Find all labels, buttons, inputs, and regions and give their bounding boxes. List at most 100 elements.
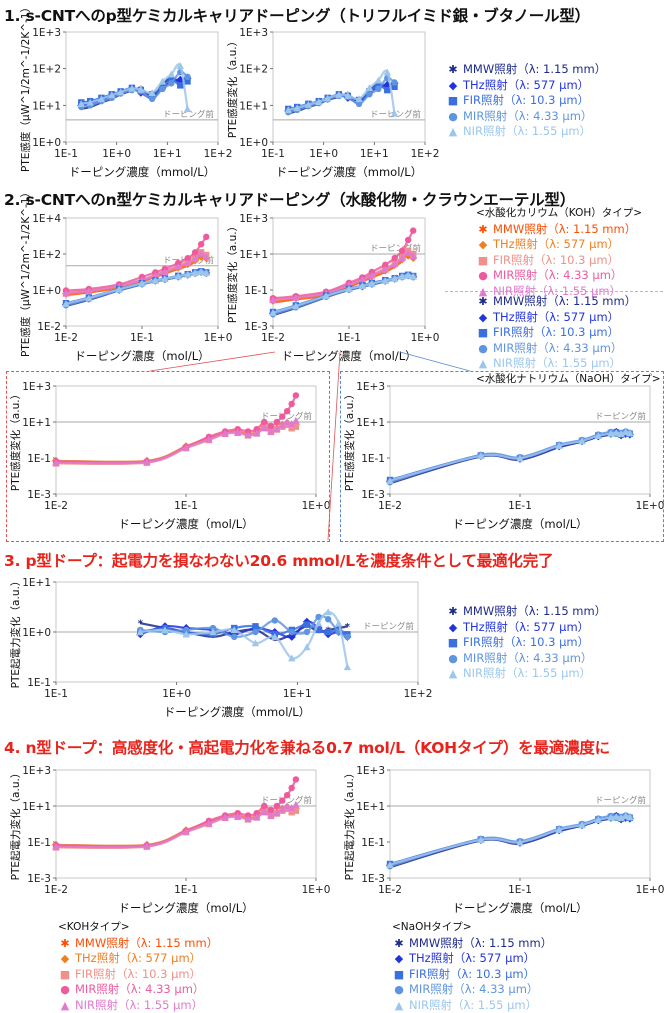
legend-item-thz: ◆THz照射（λ: 577 μm） bbox=[446, 78, 606, 94]
diamond-marker-icon: ◆ bbox=[446, 78, 460, 94]
square-marker-icon: ■ bbox=[446, 635, 460, 651]
data-point bbox=[274, 803, 280, 809]
legend-naoh: ✱MMW照射（λ: 1.15 mm） ◆THz照射（λ: 577 μm） ■FI… bbox=[476, 294, 661, 387]
diamond-marker-icon: ◆ bbox=[58, 951, 72, 967]
circle-marker-icon: ● bbox=[446, 651, 460, 667]
x-tick-label: 1E-2 bbox=[378, 884, 402, 896]
y-tick-label: 1E+3 bbox=[32, 27, 61, 39]
y-tick-label: 1E+1 bbox=[239, 100, 268, 112]
x-tick-label: 1E+0 bbox=[302, 884, 331, 896]
y-tick-label: 1E+3 bbox=[239, 213, 268, 225]
circle-marker-icon: ● bbox=[476, 341, 490, 357]
data-point bbox=[284, 792, 290, 798]
legend-item-mmw: ✱MMW照射（λ: 1.15 mm） bbox=[446, 62, 606, 78]
data-point bbox=[159, 86, 165, 92]
legend-item-mir: ●MIR照射（λ: 4.33 μm） bbox=[446, 109, 606, 125]
y-tick-label: 1E+0 bbox=[32, 285, 61, 297]
x-axis-label: ドーピング濃度（mmol/L） bbox=[276, 165, 422, 179]
data-point bbox=[405, 237, 411, 243]
legend-label: MIR照射（λ: 4.33 μm） bbox=[409, 982, 538, 998]
data-point bbox=[325, 616, 331, 622]
baseline-label: ドーピング前 bbox=[595, 795, 647, 806]
y-axis-label: PTE起電力変化（a.u.） bbox=[9, 768, 22, 881]
legend-label: FIR照射（λ: 10.3 μm） bbox=[409, 967, 535, 983]
data-point bbox=[344, 634, 350, 640]
x-axis-label: ドーピング濃度（mol/L） bbox=[281, 349, 416, 363]
legend-label: MIR照射（λ: 4.33 μm） bbox=[493, 341, 622, 357]
legend-label: MIR照射（λ: 4.33 μm） bbox=[463, 651, 592, 667]
data-point bbox=[168, 80, 174, 86]
square-marker-icon: ■ bbox=[58, 967, 72, 983]
triangle-marker-icon: ▲ bbox=[476, 356, 490, 372]
legend-item-thz: ◆THz照射（λ: 577 μm） bbox=[392, 951, 552, 967]
diamond-marker-icon: ◆ bbox=[476, 237, 490, 253]
legend-item-mir: ●MIR照射（λ: 4.33 μm） bbox=[58, 982, 218, 998]
legend-item-thz: ◆THz照射（λ: 577 μm） bbox=[446, 620, 606, 636]
y-axis-label: PTE感度変化（a.u.） bbox=[226, 36, 239, 138]
data-point bbox=[304, 621, 310, 627]
asterisk-marker-icon: ✱ bbox=[476, 294, 490, 310]
heading-section-4: 4. n型ドープ：高感度化・高起電力化を兼ねる0.7 mol/L（KOHタイプ）… bbox=[4, 736, 610, 758]
y-tick-label: 1E+1 bbox=[239, 249, 268, 261]
legend-item-fir: ■FIR照射（λ: 10.3 μm） bbox=[58, 967, 218, 983]
legend-item-mir: ●MIR照射（λ: 4.33 μm） bbox=[476, 268, 642, 284]
circle-marker-icon: ● bbox=[58, 982, 72, 998]
circle-marker-icon: ● bbox=[392, 982, 406, 998]
legend-title-naoh: <NaOHタイプ> bbox=[392, 920, 552, 936]
square-marker-icon: ■ bbox=[476, 253, 490, 269]
legend-label: MMW照射（λ: 1.15 mm） bbox=[493, 222, 636, 238]
data-point bbox=[149, 96, 155, 102]
x-tick-label: 1E+1 bbox=[283, 688, 312, 700]
data-point bbox=[252, 623, 258, 629]
x-axis-label: ドーピング濃度（mol/L） bbox=[74, 349, 209, 363]
naoh-zoom-box bbox=[340, 371, 664, 542]
data-point bbox=[177, 82, 183, 88]
legend-label: THz照射（λ: 577 μm） bbox=[463, 78, 589, 94]
legend-label: MIR照射（λ: 4.33 μm） bbox=[493, 268, 622, 284]
legend-label: MMW照射（λ: 1.15 mm） bbox=[463, 62, 606, 78]
legend-label: THz照射（λ: 577 μm） bbox=[409, 951, 535, 967]
x-tick-label: 1E+0 bbox=[309, 148, 338, 160]
data-point bbox=[375, 86, 381, 92]
legend-item-nir: ▲NIR照射（λ: 1.55 μm） bbox=[446, 124, 606, 140]
legend-naoh-emf: <NaOHタイプ> ✱MMW照射（λ: 1.15 mm） ◆THz照射（λ: 5… bbox=[392, 920, 552, 1013]
y-tick-label: 1E+2 bbox=[32, 249, 61, 261]
legend-label: MMW照射（λ: 1.15 mm） bbox=[463, 604, 606, 620]
legend-koh: <水酸化カリウム（KOH）タイプ> ✱MMW照射（λ: 1.15 mm） ◆TH… bbox=[476, 206, 642, 299]
square-marker-icon: ■ bbox=[446, 93, 460, 109]
x-tick-label: 1E-2 bbox=[44, 884, 68, 896]
legend-label: THz照射（λ: 577 μm） bbox=[493, 237, 619, 253]
data-point bbox=[304, 629, 310, 635]
x-axis-label: ドーピング濃度（mol/L） bbox=[118, 901, 253, 915]
y-tick-label: 1E+1 bbox=[22, 577, 51, 589]
legend-item-mir: ●MIR照射（λ: 4.33 μm） bbox=[446, 651, 606, 667]
heading-section-1: 1. s-CNTへのp型ケミカルキャリアドーピング（トリフルイミド銀・ブタノール… bbox=[4, 4, 590, 26]
plot-area bbox=[273, 32, 425, 142]
legend-item-nir: ▲NIR照射（λ: 1.55 μm） bbox=[476, 356, 661, 372]
y-tick-label: 1E+0 bbox=[22, 627, 51, 639]
data-point bbox=[184, 74, 190, 80]
legend-label: FIR照射（λ: 10.3 μm） bbox=[463, 93, 589, 109]
data-point bbox=[384, 87, 390, 93]
baseline-label: ドーピング前 bbox=[363, 621, 415, 632]
data-point bbox=[410, 227, 416, 233]
y-tick-label: 1E+3 bbox=[22, 765, 51, 777]
x-tick-label: 1E+0 bbox=[162, 688, 191, 700]
x-tick-label: 1E+2 bbox=[411, 148, 440, 160]
legend-label: THz照射（λ: 577 μm） bbox=[75, 951, 201, 967]
legend-item-mir: ●MIR照射（λ: 4.33 μm） bbox=[476, 341, 661, 357]
data-point bbox=[288, 785, 294, 791]
legend-item-mir: ●MIR照射（λ: 4.33 μm） bbox=[392, 982, 552, 998]
x-tick-label: 1E-1 bbox=[54, 148, 78, 160]
legend-p-type: ✱MMW照射（λ: 1.15 mm） ◆THz照射（λ: 577 μm） ■FI… bbox=[446, 62, 606, 140]
x-tick-label: 1E-2 bbox=[54, 332, 78, 344]
y-axis-label: PTE起電力変化（a.u.） bbox=[9, 576, 22, 689]
x-tick-label: 1E-1 bbox=[337, 332, 361, 344]
y-axis-label: PTE起電力変化（a.u.） bbox=[343, 768, 356, 881]
x-tick-label: 1E-1 bbox=[44, 688, 68, 700]
legend-item-fir: ■FIR照射（λ: 10.3 μm） bbox=[392, 967, 552, 983]
